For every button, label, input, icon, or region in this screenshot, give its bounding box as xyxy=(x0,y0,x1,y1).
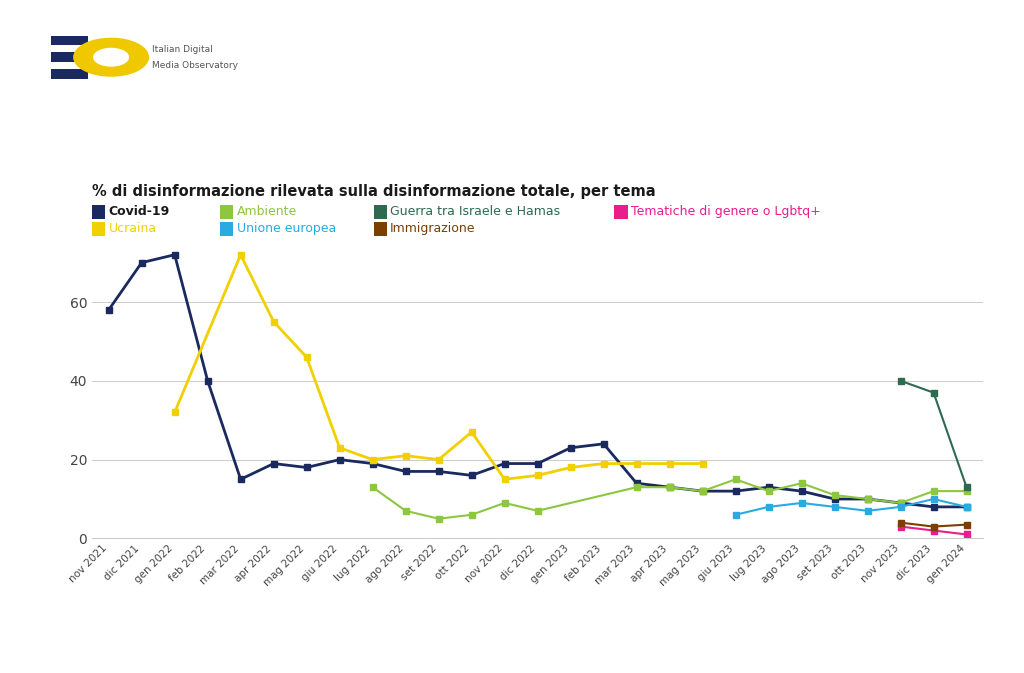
Text: Media Observatory: Media Observatory xyxy=(153,61,239,70)
Circle shape xyxy=(94,48,128,66)
Text: Ambiente: Ambiente xyxy=(237,205,297,219)
Bar xyxy=(51,52,88,62)
Circle shape xyxy=(74,38,148,76)
Text: Unione europea: Unione europea xyxy=(237,222,336,236)
Text: Guerra tra Israele e Hamas: Guerra tra Israele e Hamas xyxy=(390,205,560,219)
Text: Ucraina: Ucraina xyxy=(109,222,157,236)
Bar xyxy=(51,69,88,79)
Text: % di disinformazione rilevata sulla disinformazione totale, per tema: % di disinformazione rilevata sulla disi… xyxy=(92,184,655,199)
Text: Immigrazione: Immigrazione xyxy=(390,222,475,236)
Text: Tematiche di genere o Lgbtq+: Tematiche di genere o Lgbtq+ xyxy=(631,205,820,219)
Text: Covid-19: Covid-19 xyxy=(109,205,170,219)
Bar xyxy=(51,36,88,45)
Text: Italian Digital: Italian Digital xyxy=(153,44,213,54)
